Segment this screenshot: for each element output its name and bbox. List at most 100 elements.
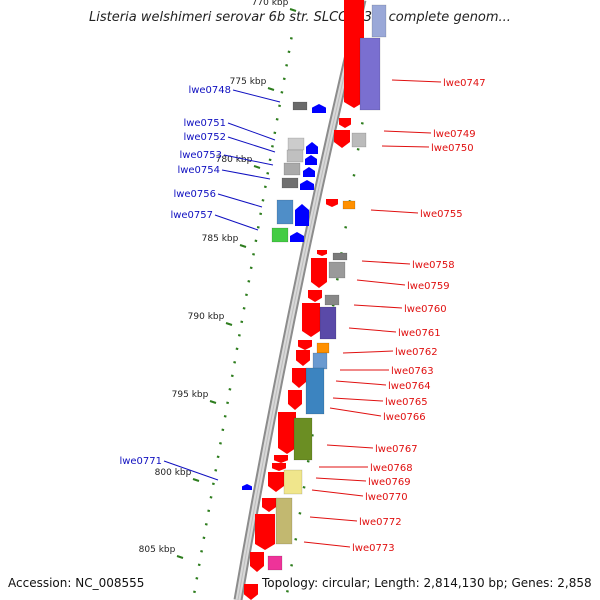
scale-dot xyxy=(214,469,218,472)
gene-block-lwe0754 xyxy=(281,177,299,189)
gene-block-lwe0747 xyxy=(359,37,381,111)
scale-dot xyxy=(256,226,260,229)
gene-arrow-forward xyxy=(274,455,288,463)
scale-dot xyxy=(263,185,267,189)
leader-line-forward xyxy=(329,407,382,417)
scale-ticks: 770 kbp 775 kbp 780 kbp 785 kbp 790 kbp 795 k… xyxy=(139,0,377,594)
gene-label-forward: lwe0755 xyxy=(420,209,463,220)
scale-label: 780 kbp xyxy=(216,155,253,165)
scale-major-tick xyxy=(176,555,184,559)
gene-arrow-reverse xyxy=(300,180,314,190)
leader-line-forward xyxy=(342,350,394,354)
gene-arrow-forward xyxy=(298,340,312,350)
scale-dot xyxy=(235,347,239,351)
scale-dot xyxy=(282,77,286,81)
gene-block-lwe0773 xyxy=(267,555,283,571)
gene-block-lwe0756 xyxy=(276,199,294,225)
gene-label-forward: lwe0762 xyxy=(395,347,438,358)
scale-dot xyxy=(200,550,204,553)
scale-dot-inner xyxy=(302,486,306,489)
gene-arrow-reverse xyxy=(242,484,252,490)
gene-arrow-forward xyxy=(272,463,286,471)
gene-arrow-forward xyxy=(288,390,302,410)
gene-arrow-forward xyxy=(250,552,264,572)
gene-label-forward: lwe0749 xyxy=(433,129,476,140)
gene-arrow-forward xyxy=(339,118,351,128)
scale-dot-inner xyxy=(298,512,302,515)
gene-arrow-forward xyxy=(344,0,364,108)
leader-line-forward xyxy=(348,327,397,333)
gene-block-lwe0761 xyxy=(319,306,337,340)
leader-line-reverse xyxy=(221,169,271,180)
scale-dot xyxy=(223,415,227,418)
leader-line-forward xyxy=(356,279,406,286)
scale-dot xyxy=(207,509,211,513)
gene-block-lwe0767 xyxy=(293,417,313,461)
gene-arrow-reverse xyxy=(312,104,326,113)
gene-arrow-reverse xyxy=(290,232,304,242)
gene-block-lwe0748 xyxy=(292,101,308,111)
gene-label-forward: lwe0763 xyxy=(391,366,434,377)
scale-dot-inner xyxy=(306,460,310,463)
backbone xyxy=(233,0,367,600)
leader-line-forward xyxy=(309,516,358,522)
gene-arrow-forward xyxy=(278,412,296,454)
scale-dot xyxy=(259,212,263,216)
scale-dot xyxy=(226,401,230,405)
gene-arrow-forward xyxy=(311,258,327,288)
leader-line-forward xyxy=(391,79,442,83)
scale-dot xyxy=(197,563,201,567)
gene-features xyxy=(242,0,387,600)
scale-major-tick xyxy=(209,400,217,404)
scale-label: 800 kbp xyxy=(155,468,192,478)
scale-major-tick xyxy=(239,244,247,248)
scale-dot-inner xyxy=(335,278,339,281)
gene-label-forward: lwe0760 xyxy=(404,304,447,315)
scale-dot-inner xyxy=(356,148,360,151)
leader-line-reverse xyxy=(223,154,274,166)
scale-dot xyxy=(278,104,281,108)
gene-arrow-reverse xyxy=(303,167,315,177)
gene-arrow-forward xyxy=(262,498,276,512)
gene-label-forward: lwe0768 xyxy=(370,463,413,474)
gene-label-forward: lwe0765 xyxy=(385,397,428,408)
scale-label: 770 kbp xyxy=(252,0,289,8)
gene-label-reverse: lwe0756 xyxy=(173,189,216,200)
gene-arrow-forward xyxy=(268,472,284,492)
scale-dot xyxy=(209,496,213,499)
gene-label-forward: lwe0767 xyxy=(375,444,418,455)
leader-line-forward xyxy=(311,489,364,497)
gene-label-reverse: lwe0754 xyxy=(177,165,220,176)
gene-arrow-forward xyxy=(296,350,310,366)
gene-block-lwe0764-0766 xyxy=(305,367,325,415)
gene-label-forward: lwe0773 xyxy=(352,543,395,554)
gene-label-forward: lwe0747 xyxy=(443,78,486,89)
gene-block-lwe0760 xyxy=(324,294,340,306)
gene-block-top xyxy=(371,4,387,38)
gene-block-lwe0758 xyxy=(332,252,348,261)
scale-dot-inner xyxy=(360,122,364,125)
scale-dot xyxy=(202,536,206,540)
leader-line-reverse xyxy=(214,214,259,231)
leader-line-reverse xyxy=(232,89,281,103)
scale-major-tick xyxy=(225,322,233,326)
gene-label-forward: lwe0750 xyxy=(431,143,474,154)
scale-dot xyxy=(275,118,279,121)
scale-dot-inner xyxy=(344,226,348,229)
gene-block-lwe0770 xyxy=(283,469,303,495)
scale-dot xyxy=(252,253,255,256)
scale-dot xyxy=(285,64,289,67)
scale-dot xyxy=(254,239,258,243)
scale-dot-inner xyxy=(290,564,294,567)
leader-line-forward xyxy=(383,130,432,134)
gene-label-forward: lwe0770 xyxy=(365,492,408,503)
scale-dot-inner xyxy=(331,304,335,307)
scale-dot xyxy=(261,199,265,202)
scale-dot xyxy=(273,131,277,135)
gene-arrow-forward xyxy=(317,250,327,256)
scale-dot-inner xyxy=(352,174,356,177)
scale-dot xyxy=(289,37,293,40)
gene-block-lwe0763 xyxy=(312,352,328,370)
gene-label-reverse: lwe0753 xyxy=(179,150,222,161)
